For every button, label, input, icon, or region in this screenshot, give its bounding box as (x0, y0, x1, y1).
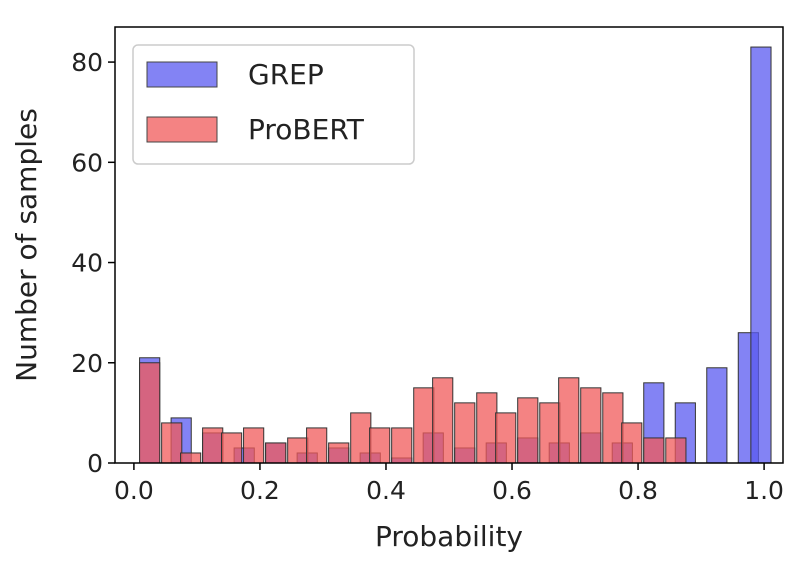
probert-bar-16 (476, 392, 498, 464)
y-tick-label-1: 20 (71, 349, 103, 378)
grep-bar-18 (706, 367, 728, 464)
probert-bar-0 (139, 362, 161, 464)
x-tick-label-4: 0.8 (618, 476, 658, 505)
x-tick-label-1: 0.2 (240, 476, 280, 505)
legend-swatch-grep (146, 61, 218, 88)
plot-frame (114, 26, 784, 464)
probert-bar-1 (161, 422, 183, 464)
probert-bar-22 (602, 392, 624, 464)
x-axis-ticks: 0.0 0.2 0.4 0.6 0.8 1.0 (114, 463, 784, 505)
y-axis-title: Number of samples (10, 108, 43, 382)
probert-bar-14 (432, 377, 454, 464)
probert-bars-layer (139, 362, 687, 464)
grep-bar-20 (750, 46, 772, 464)
probert-bar-8 (306, 427, 328, 464)
legend-label-grep: GREP (248, 58, 324, 91)
y-tick-label-4: 80 (71, 48, 103, 77)
probert-bar-4 (221, 432, 243, 464)
y-tick-label-0: 0 (87, 449, 103, 478)
x-tick-label-0: 0.0 (114, 476, 154, 505)
legend-label-probert: ProBERT (248, 113, 365, 146)
y-axis-ticks: 0 20 40 60 80 (71, 48, 115, 478)
probert-bar-13 (413, 387, 435, 464)
probert-bar-12 (391, 427, 413, 464)
y-tick-label-2: 40 (71, 249, 103, 278)
probert-bar-23 (621, 422, 643, 464)
probert-bar-20 (558, 377, 580, 464)
legend-swatch-probert (146, 116, 218, 143)
probert-bar-9 (328, 442, 350, 464)
probert-bar-5 (243, 427, 265, 464)
probert-bar-3 (202, 427, 224, 464)
legend: GREP ProBERT (132, 44, 415, 165)
probert-bar-2 (180, 452, 202, 464)
probert-bar-24 (643, 437, 665, 464)
probert-bar-25 (665, 437, 687, 464)
y-tick-label-3: 60 (71, 148, 103, 177)
x-axis-title: Probability (375, 520, 523, 553)
probert-bar-10 (350, 412, 372, 464)
probert-bar-15 (454, 402, 476, 464)
x-tick-label-2: 0.4 (366, 476, 406, 505)
x-tick-label-5: 1.0 (744, 476, 784, 505)
probert-bar-18 (517, 397, 539, 464)
probert-bar-6 (265, 442, 287, 464)
probert-bar-11 (369, 427, 391, 464)
x-tick-label-3: 0.6 (492, 476, 532, 505)
probert-bar-17 (495, 412, 517, 464)
probert-bar-21 (580, 387, 602, 464)
probert-bar-19 (539, 402, 561, 464)
probert-bar-7 (287, 437, 309, 464)
